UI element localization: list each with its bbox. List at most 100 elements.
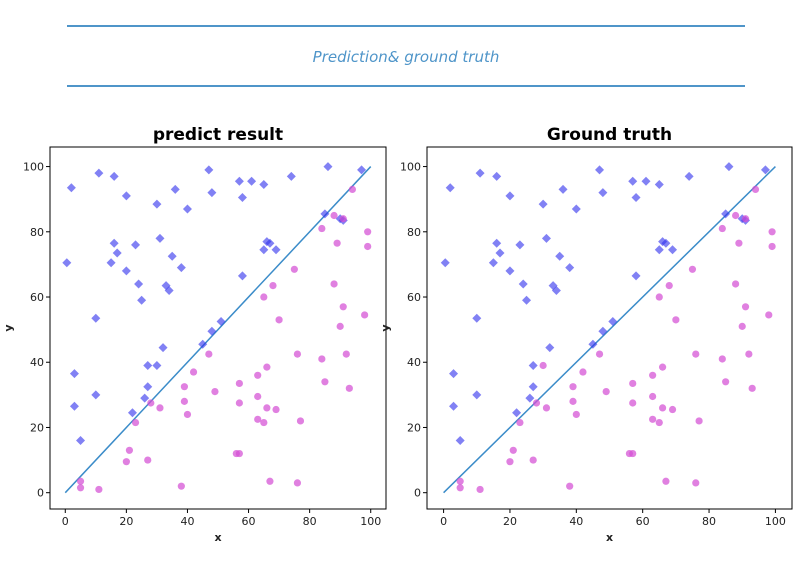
circle-point [272,405,280,414]
y-tick-label: 100 [23,161,44,174]
reference-line [64,166,372,494]
circle-point [456,484,464,492]
diamond-point [595,165,605,175]
header-caption: Prediction& ground truth [312,48,500,66]
circle-point [177,482,185,490]
circle-point [629,449,637,458]
circle-point [569,397,577,405]
diamond-point [66,183,76,193]
circle-point [672,316,680,324]
diamond-point [152,361,162,371]
diamond-point [631,271,641,281]
diamond-point [551,285,561,295]
circle-point [147,399,155,407]
diamond-point [121,191,131,201]
circle-point [542,404,551,412]
diamond-point [137,295,147,305]
circle-point [342,350,350,358]
circle-point [205,350,213,358]
diamond-point [237,193,247,203]
circle-point [748,384,756,392]
circle-point [741,303,750,311]
circle-point [348,185,356,193]
x-tick-label: 0 [62,515,69,528]
diamond-point [134,279,144,289]
diamond-point [121,266,131,276]
circle-point [572,410,580,419]
circle-point [649,415,657,423]
circle-point [532,399,541,407]
diamond-point [198,339,208,349]
circle-point [722,378,730,386]
circle-point [318,224,326,233]
circle-point [649,392,657,401]
circle-point [235,399,243,407]
diamond-point [140,393,150,403]
circle-point [189,368,198,376]
circle-point [76,477,85,485]
y-tick-label: 20 [30,421,44,434]
circle-point [731,280,740,288]
circle-point [183,410,192,419]
diamond-point [545,343,555,353]
circle-point [602,387,610,396]
circle-point [76,484,85,492]
diamond-point [522,295,532,305]
circle-point [266,477,274,485]
diamond-point [512,408,522,418]
circle-point [658,404,667,412]
x-tick-label: 80 [702,515,716,528]
circle-point [296,417,305,425]
diamond-point [528,361,538,371]
diamond-point [440,258,450,268]
diamond-point [449,369,459,379]
x-tick-label: 80 [303,515,317,528]
x-tick-label: 0 [440,515,447,528]
circle-point [293,479,302,487]
circle-point [649,371,657,379]
diamond-point [654,245,664,255]
circle-point [361,311,369,319]
y-tick-label: 40 [407,356,421,369]
circle-point [765,311,773,319]
diamond-point [237,271,247,281]
diamond-point [155,233,165,243]
circle-point [655,293,663,301]
circle-point [662,477,670,485]
diamond-point [216,316,226,326]
y-tick-label: 80 [407,226,421,239]
plot-frame [49,146,387,510]
diamond-point [631,193,641,203]
circle-point [345,384,353,392]
diamond-point [541,233,551,243]
circle-point [263,404,271,412]
diamond-point [492,171,502,181]
y-axis-label: y [379,324,392,331]
circle-point [263,363,271,371]
circle-point [321,378,329,386]
diamond-point [131,240,141,250]
circle-point [738,322,746,330]
circle-point [731,211,740,220]
diamond-point [357,165,367,175]
circle-point [180,383,188,391]
header-top-rule [67,25,745,27]
x-axis-label: x [606,531,613,544]
diamond-point [109,238,119,248]
reference-line [443,166,776,494]
diamond-point [492,238,502,248]
diamond-point [505,266,515,276]
circle-point [456,477,464,485]
circle-point [566,482,574,490]
diamond-point [518,279,528,289]
diamond-point [588,339,598,349]
diamond-point [286,171,296,181]
circle-point [735,239,743,247]
diamond-point [598,326,608,336]
diamond-point [495,248,505,258]
y-tick-label: 80 [30,226,44,239]
diamond-point [204,165,214,175]
x-tick-label: 100 [360,515,381,528]
circle-point [339,215,347,223]
circle-point [333,239,341,247]
